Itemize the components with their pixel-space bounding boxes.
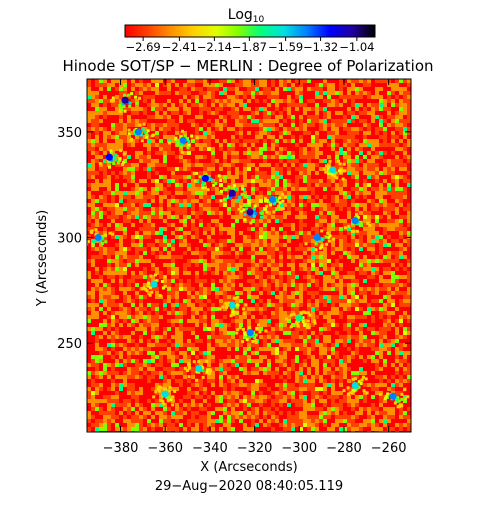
x-tick-label: −380: [103, 441, 139, 456]
x-axis-label: X (Arcseconds): [200, 460, 297, 475]
polarization-region: [246, 329, 254, 337]
x-tick-label: −340: [192, 441, 228, 456]
colorbar: [124, 24, 376, 38]
y-tick-label: 250: [57, 337, 82, 352]
polarization-region: [161, 390, 169, 398]
polarization-region: [105, 153, 113, 161]
polarization-region: [150, 280, 158, 288]
polarization-region: [228, 301, 236, 309]
colorbar-tick-label: −1.59: [268, 40, 303, 54]
x-tick-label: −260: [371, 441, 407, 456]
x-tick-label: −320: [237, 441, 273, 456]
polarization-region: [268, 195, 276, 203]
polarization-region: [228, 189, 236, 197]
polarization-region: [201, 174, 209, 182]
polarization-region: [94, 234, 102, 242]
y-tick-label: 350: [57, 126, 82, 141]
polarization-region: [295, 314, 303, 322]
polarization-region: [121, 96, 129, 104]
colorbar-label: Log10: [228, 7, 265, 25]
timestamp: 29−Aug−2020 08:40:05.119: [155, 479, 343, 494]
chart-title: Hinode SOT/SP − MERLIN : Degree of Polar…: [62, 57, 433, 75]
colorbar-tick-label: −2.41: [162, 40, 197, 54]
polarization-region: [329, 166, 337, 174]
polarization-region: [351, 217, 359, 225]
colorbar-ticks: −2.69 −2.41 −2.14 −1.87 −1.59 −1.32 −1.04: [126, 37, 374, 54]
y-axis-label: Y (Arcseconds): [35, 210, 50, 307]
polarization-noise: [87, 79, 411, 432]
colorbar-tick-label: −1.32: [303, 40, 338, 54]
polarization-region: [246, 208, 254, 216]
colorbar-tick-label: −1.87: [232, 40, 267, 54]
polarization-region: [351, 381, 359, 389]
axis-ticks: −380 −360 −340 −320 −300 −280 −260 250 300 350: [57, 79, 411, 456]
polarization-region: [389, 392, 397, 400]
polarization-region: [313, 234, 321, 242]
colorbar-tick-label: −1.04: [339, 40, 374, 54]
polarization-region: [179, 136, 187, 144]
x-tick-label: −300: [281, 441, 317, 456]
colorbar-tick-label: −2.14: [197, 40, 232, 54]
plot-frame: [86, 78, 412, 433]
x-tick-label: −280: [326, 441, 362, 456]
polarization-regions: [87, 92, 410, 409]
y-tick-label: 300: [57, 232, 82, 247]
polarization-region: [134, 128, 142, 136]
polarization-region: [195, 365, 203, 373]
x-tick-label: −360: [147, 441, 183, 456]
colorbar-tick-label: −2.69: [126, 40, 161, 54]
